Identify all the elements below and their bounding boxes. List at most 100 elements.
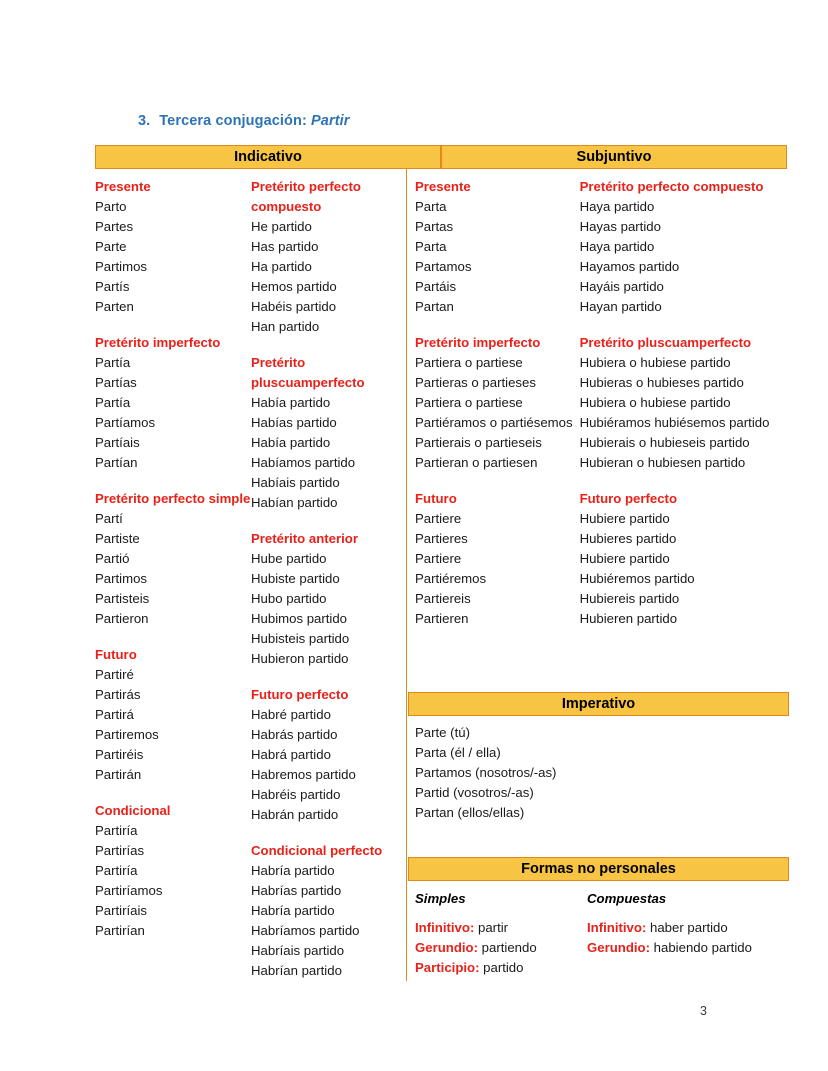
verb-form: Habría partido <box>251 903 335 918</box>
tense-block: Futuro Partiere Partieres Partiere Partiérem… <box>415 489 580 629</box>
imperativo-form: Parte (tú) <box>415 725 470 740</box>
tense-title: Pretérito imperfecto <box>95 335 221 350</box>
verb-form: Partió <box>95 551 130 566</box>
tense-block: Pretérito imperfecto Partiera o partiese P… <box>415 333 580 473</box>
verb-form: Partimos <box>95 571 148 586</box>
verb-form: Partíais <box>95 435 140 450</box>
header-subjuntivo: Subjuntivo <box>441 145 787 169</box>
formas-compuestas-items: Infinitivo: haber partido Gerundio: habie… <box>587 918 787 958</box>
verb-form: Partirás <box>95 687 141 702</box>
column-indicativo-simple: Presente Parto Partes Parte Partimos Partís Pa… <box>95 169 251 981</box>
formas-no-personales-table: Formas no personales Simples Infinitivo:… <box>408 857 789 978</box>
forma-item-value: partir <box>474 920 509 935</box>
verb-form: Habrás partido <box>251 727 338 742</box>
verb-form: Partiera o partiese <box>415 395 523 410</box>
verb-form: Partiste <box>95 531 140 546</box>
verb-form: Partiremos <box>95 727 159 742</box>
verb-form: Partirían <box>95 923 145 938</box>
verb-form: Hubiereis partido <box>579 591 680 606</box>
tense-title: Pretérito perfecto simple <box>95 491 251 506</box>
forma-item: Participio: partido <box>415 958 587 978</box>
tense-block: Pretérito pluscuamperfecto Hubiera o hubi… <box>580 333 787 473</box>
verb-form: Habríais partido <box>251 943 345 958</box>
forma-item-label: Gerundio: <box>415 940 479 955</box>
formas-no-personales-body: Simples Infinitivo: partir Gerundio: part… <box>408 881 789 978</box>
subjuntivo-half: Presente Parta Partas Parta Partamos Partáis P… <box>406 169 787 981</box>
tense-title: Condicional perfecto <box>251 843 383 858</box>
verb-form: Partes <box>95 219 134 234</box>
indicativo-half: Presente Parto Partes Parte Partimos Partís Pa… <box>95 169 406 981</box>
verb-form: Partiéremos <box>415 571 487 586</box>
verb-form: Había partido <box>251 395 331 410</box>
forma-item-value: habiendo partido <box>650 940 752 955</box>
verb-form: Hubieran o hubiesen partido <box>579 455 746 470</box>
header-formas-no-personales: Formas no personales <box>408 857 789 881</box>
column-formas-simples: Simples Infinitivo: partir Gerundio: part… <box>415 889 587 978</box>
verb-form: Hubimos partido <box>251 611 348 626</box>
forma-item: Infinitivo: partir <box>415 918 587 938</box>
tense-block: Pretérito perfecto simple Partí Partiste Pa… <box>95 489 251 629</box>
tense-block: Presente Parto Partes Parte Partimos Partís Pa… <box>95 177 251 317</box>
column-indicativo-compuesto: Pretérito perfecto compuesto He partido Ha… <box>251 169 406 981</box>
verb-form: Haya partido <box>579 239 655 254</box>
forma-item-label: Infinitivo: <box>415 920 475 935</box>
header-imperativo: Imperativo <box>408 692 789 716</box>
imperativo-form: Partid (vosotros/-as) <box>415 785 534 800</box>
verb-form: Hubiera o hubiese partido <box>579 395 731 410</box>
verb-form: Partiríais <box>95 903 148 918</box>
conjugation-table: Indicativo Subjuntivo Presente Parto Parte… <box>95 145 787 981</box>
verb-form: Partiría <box>95 863 138 878</box>
tense-block: Condicional Partiría Partirías Partiría Part… <box>95 801 251 941</box>
tense-block: Futuro perfecto Habré partido Habrás parti… <box>251 685 406 825</box>
verb-form: Partirá <box>95 707 134 722</box>
tense-block: Pretérito perfecto compuesto He partido Ha… <box>251 177 406 337</box>
verb-form: Partí <box>95 511 123 526</box>
verb-form: Partieras o partieses <box>415 375 536 390</box>
verb-form: Partiere <box>415 511 462 526</box>
verb-form: Partiéramos o partiésemos <box>415 415 573 430</box>
tense-title: Pretérito perfecto compuesto <box>579 179 764 194</box>
verb-form: Partieren <box>415 611 469 626</box>
verb-form: Habrá partido <box>251 747 331 762</box>
page-number: 3 <box>700 1004 707 1018</box>
tense-block: Pretérito pluscuamperfecto Había partido H… <box>251 353 406 513</box>
verb-form: Hubieres partido <box>579 531 677 546</box>
verb-form: Partiréis <box>95 747 144 762</box>
tense-block: Pretérito perfecto compuesto Haya partido… <box>580 177 787 317</box>
verb-form: Hube partido <box>251 551 327 566</box>
verb-form: Hubisteis partido <box>251 631 350 646</box>
imperativo-list: Parte (tú) Parta (él / ella) Partamos (nos… <box>408 716 789 823</box>
verb-form: Habré partido <box>251 707 331 722</box>
tense-block: Futuro perfecto Hubiere partido Hubieres p… <box>580 489 787 629</box>
verb-form: Partisteis <box>95 591 150 606</box>
verb-form: Partieran o partiesen <box>415 455 538 470</box>
tense-title: Pretérito pluscuamperfecto <box>579 335 752 350</box>
verb-form: Partían <box>95 455 138 470</box>
tense-title: Futuro <box>95 647 137 662</box>
verb-form: Habríamos partido <box>251 923 360 938</box>
imperativo-form: Parta (él / ella) <box>415 745 501 760</box>
verb-form: Hubiere partido <box>579 551 670 566</box>
forma-item-value: haber partido <box>646 920 728 935</box>
verb-form: Habrías partido <box>251 883 342 898</box>
verb-form: Parte <box>95 239 127 254</box>
verb-form: Hubo partido <box>251 591 327 606</box>
tense-title: Pretérito imperfecto <box>415 335 541 350</box>
verb-form: Habíamos partido <box>251 455 356 470</box>
verb-form: Partiereis <box>415 591 471 606</box>
column-formas-compuestas: Compuestas Infinitivo: haber partido Geru… <box>587 889 787 978</box>
verb-form: Han partido <box>251 319 320 334</box>
tense-block: Condicional perfecto Habría partido Habría… <box>251 841 406 981</box>
verb-form: Partías <box>95 375 137 390</box>
verb-form: Partiera o partiese <box>415 355 523 370</box>
verb-form: Hayan partido <box>579 299 662 314</box>
verb-form: Habías partido <box>251 415 337 430</box>
verb-form: Partiría <box>95 823 138 838</box>
verb-form: Parten <box>95 299 134 314</box>
page-title-text: Tercera conjugación: <box>159 113 307 129</box>
verb-form: Partamos <box>415 259 472 274</box>
verb-form: Partís <box>95 279 130 294</box>
conjugation-table-header-row: Indicativo Subjuntivo <box>95 145 787 169</box>
verb-form: Hubiéremos partido <box>579 571 695 586</box>
verb-form: Hubiere partido <box>579 511 670 526</box>
